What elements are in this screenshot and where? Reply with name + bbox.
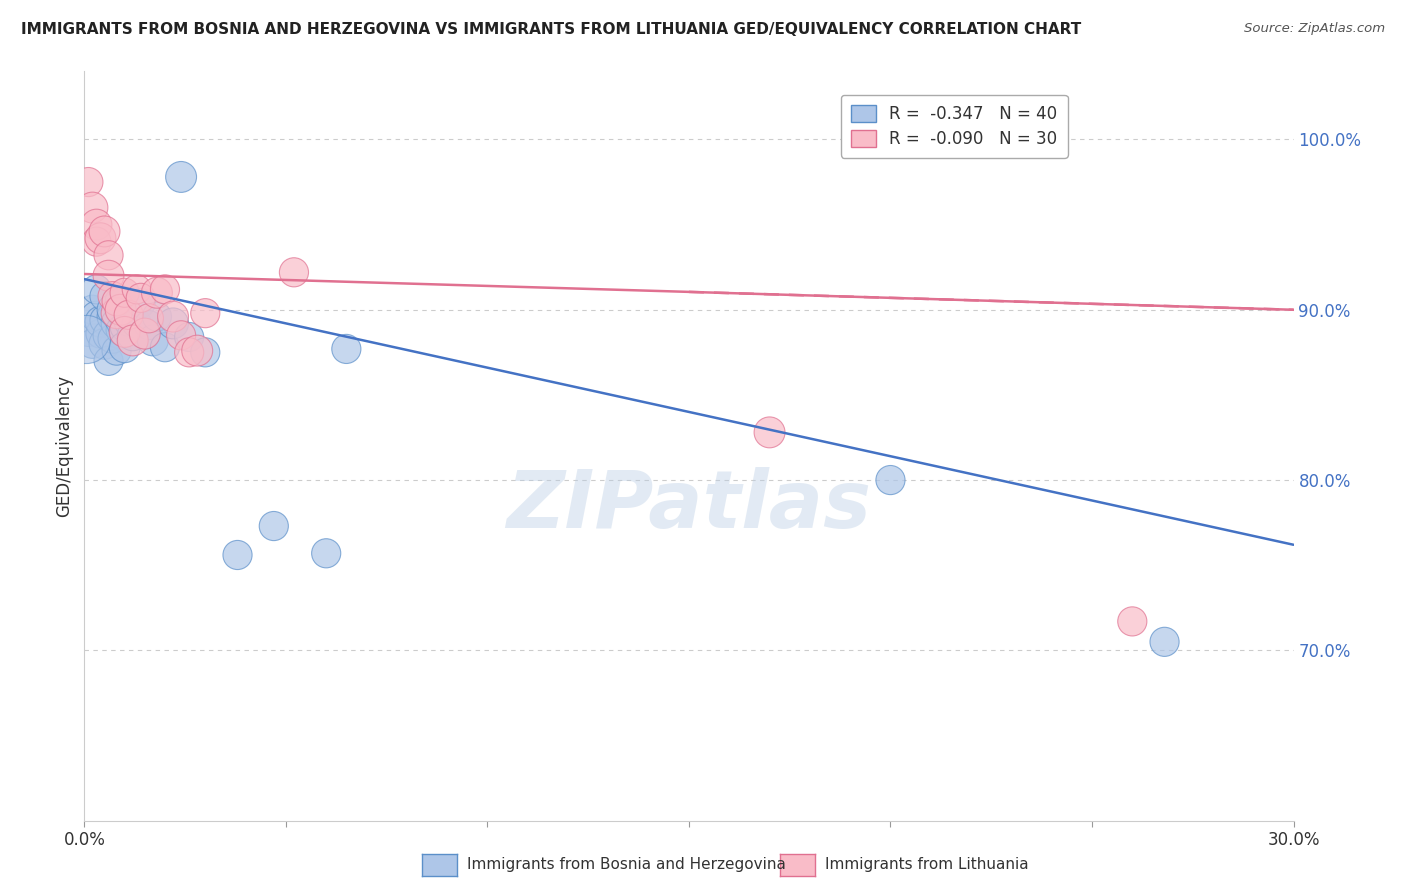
Point	[114, 285, 136, 300]
Point	[179, 330, 201, 344]
Point	[146, 285, 169, 300]
Point	[129, 296, 152, 310]
Point	[335, 342, 357, 356]
Point	[97, 268, 120, 283]
Point	[142, 334, 165, 348]
Point	[105, 343, 128, 358]
Point	[86, 310, 108, 324]
Point	[101, 332, 124, 346]
Text: Immigrants from Lithuania: Immigrants from Lithuania	[825, 857, 1029, 871]
Point	[89, 231, 111, 245]
Y-axis label: GED/Equivalency: GED/Equivalency	[55, 375, 73, 517]
Point	[101, 302, 124, 317]
Point	[101, 310, 124, 324]
Point	[170, 169, 193, 184]
Point	[121, 328, 143, 343]
Point	[105, 294, 128, 309]
Point	[97, 354, 120, 368]
Point	[75, 332, 97, 346]
Point	[162, 317, 184, 331]
Point	[118, 308, 141, 322]
Point	[186, 343, 208, 358]
Point	[179, 345, 201, 359]
Point	[114, 319, 136, 334]
Text: Immigrants from Bosnia and Herzegovina: Immigrants from Bosnia and Herzegovina	[467, 857, 786, 871]
Point	[283, 265, 305, 279]
Point	[129, 291, 152, 305]
Point	[93, 313, 115, 327]
Point	[97, 328, 120, 343]
Point	[105, 317, 128, 331]
Point	[82, 201, 104, 215]
Point	[1153, 635, 1175, 649]
Point	[77, 325, 100, 339]
Text: IMMIGRANTS FROM BOSNIA AND HERZEGOVINA VS IMMIGRANTS FROM LITHUANIA GED/EQUIVALE: IMMIGRANTS FROM BOSNIA AND HERZEGOVINA V…	[21, 22, 1081, 37]
Point	[86, 235, 108, 249]
Point	[110, 294, 132, 309]
Point	[114, 340, 136, 354]
Point	[153, 340, 176, 354]
Point	[125, 317, 148, 331]
Point	[89, 326, 111, 341]
Point	[110, 302, 132, 317]
Point	[89, 315, 111, 329]
Point	[82, 336, 104, 351]
Point	[86, 218, 108, 232]
Point	[86, 282, 108, 296]
Point	[162, 310, 184, 324]
Point	[101, 289, 124, 303]
Point	[194, 306, 217, 320]
Point	[758, 425, 780, 440]
Point	[226, 548, 249, 562]
Point	[138, 318, 160, 332]
Point	[263, 519, 285, 533]
Point	[77, 175, 100, 189]
Point	[315, 546, 337, 560]
Text: ZIPatlas: ZIPatlas	[506, 467, 872, 545]
Point	[114, 325, 136, 339]
Text: Source: ZipAtlas.com: Source: ZipAtlas.com	[1244, 22, 1385, 36]
Point	[194, 345, 217, 359]
Point	[82, 302, 104, 317]
Point	[146, 310, 169, 324]
Point	[1121, 615, 1143, 629]
Point	[879, 473, 901, 487]
Point	[153, 282, 176, 296]
Point	[93, 224, 115, 238]
Point	[110, 323, 132, 337]
Point	[121, 334, 143, 348]
Point	[97, 248, 120, 262]
Point	[125, 282, 148, 296]
Legend: R =  -0.347   N = 40, R =  -0.090   N = 30: R = -0.347 N = 40, R = -0.090 N = 30	[841, 95, 1067, 158]
Point	[93, 289, 115, 303]
Point	[118, 315, 141, 329]
Point	[138, 311, 160, 326]
Point	[134, 326, 156, 341]
Point	[170, 328, 193, 343]
Point	[134, 326, 156, 341]
Point	[93, 336, 115, 351]
Point	[105, 306, 128, 320]
